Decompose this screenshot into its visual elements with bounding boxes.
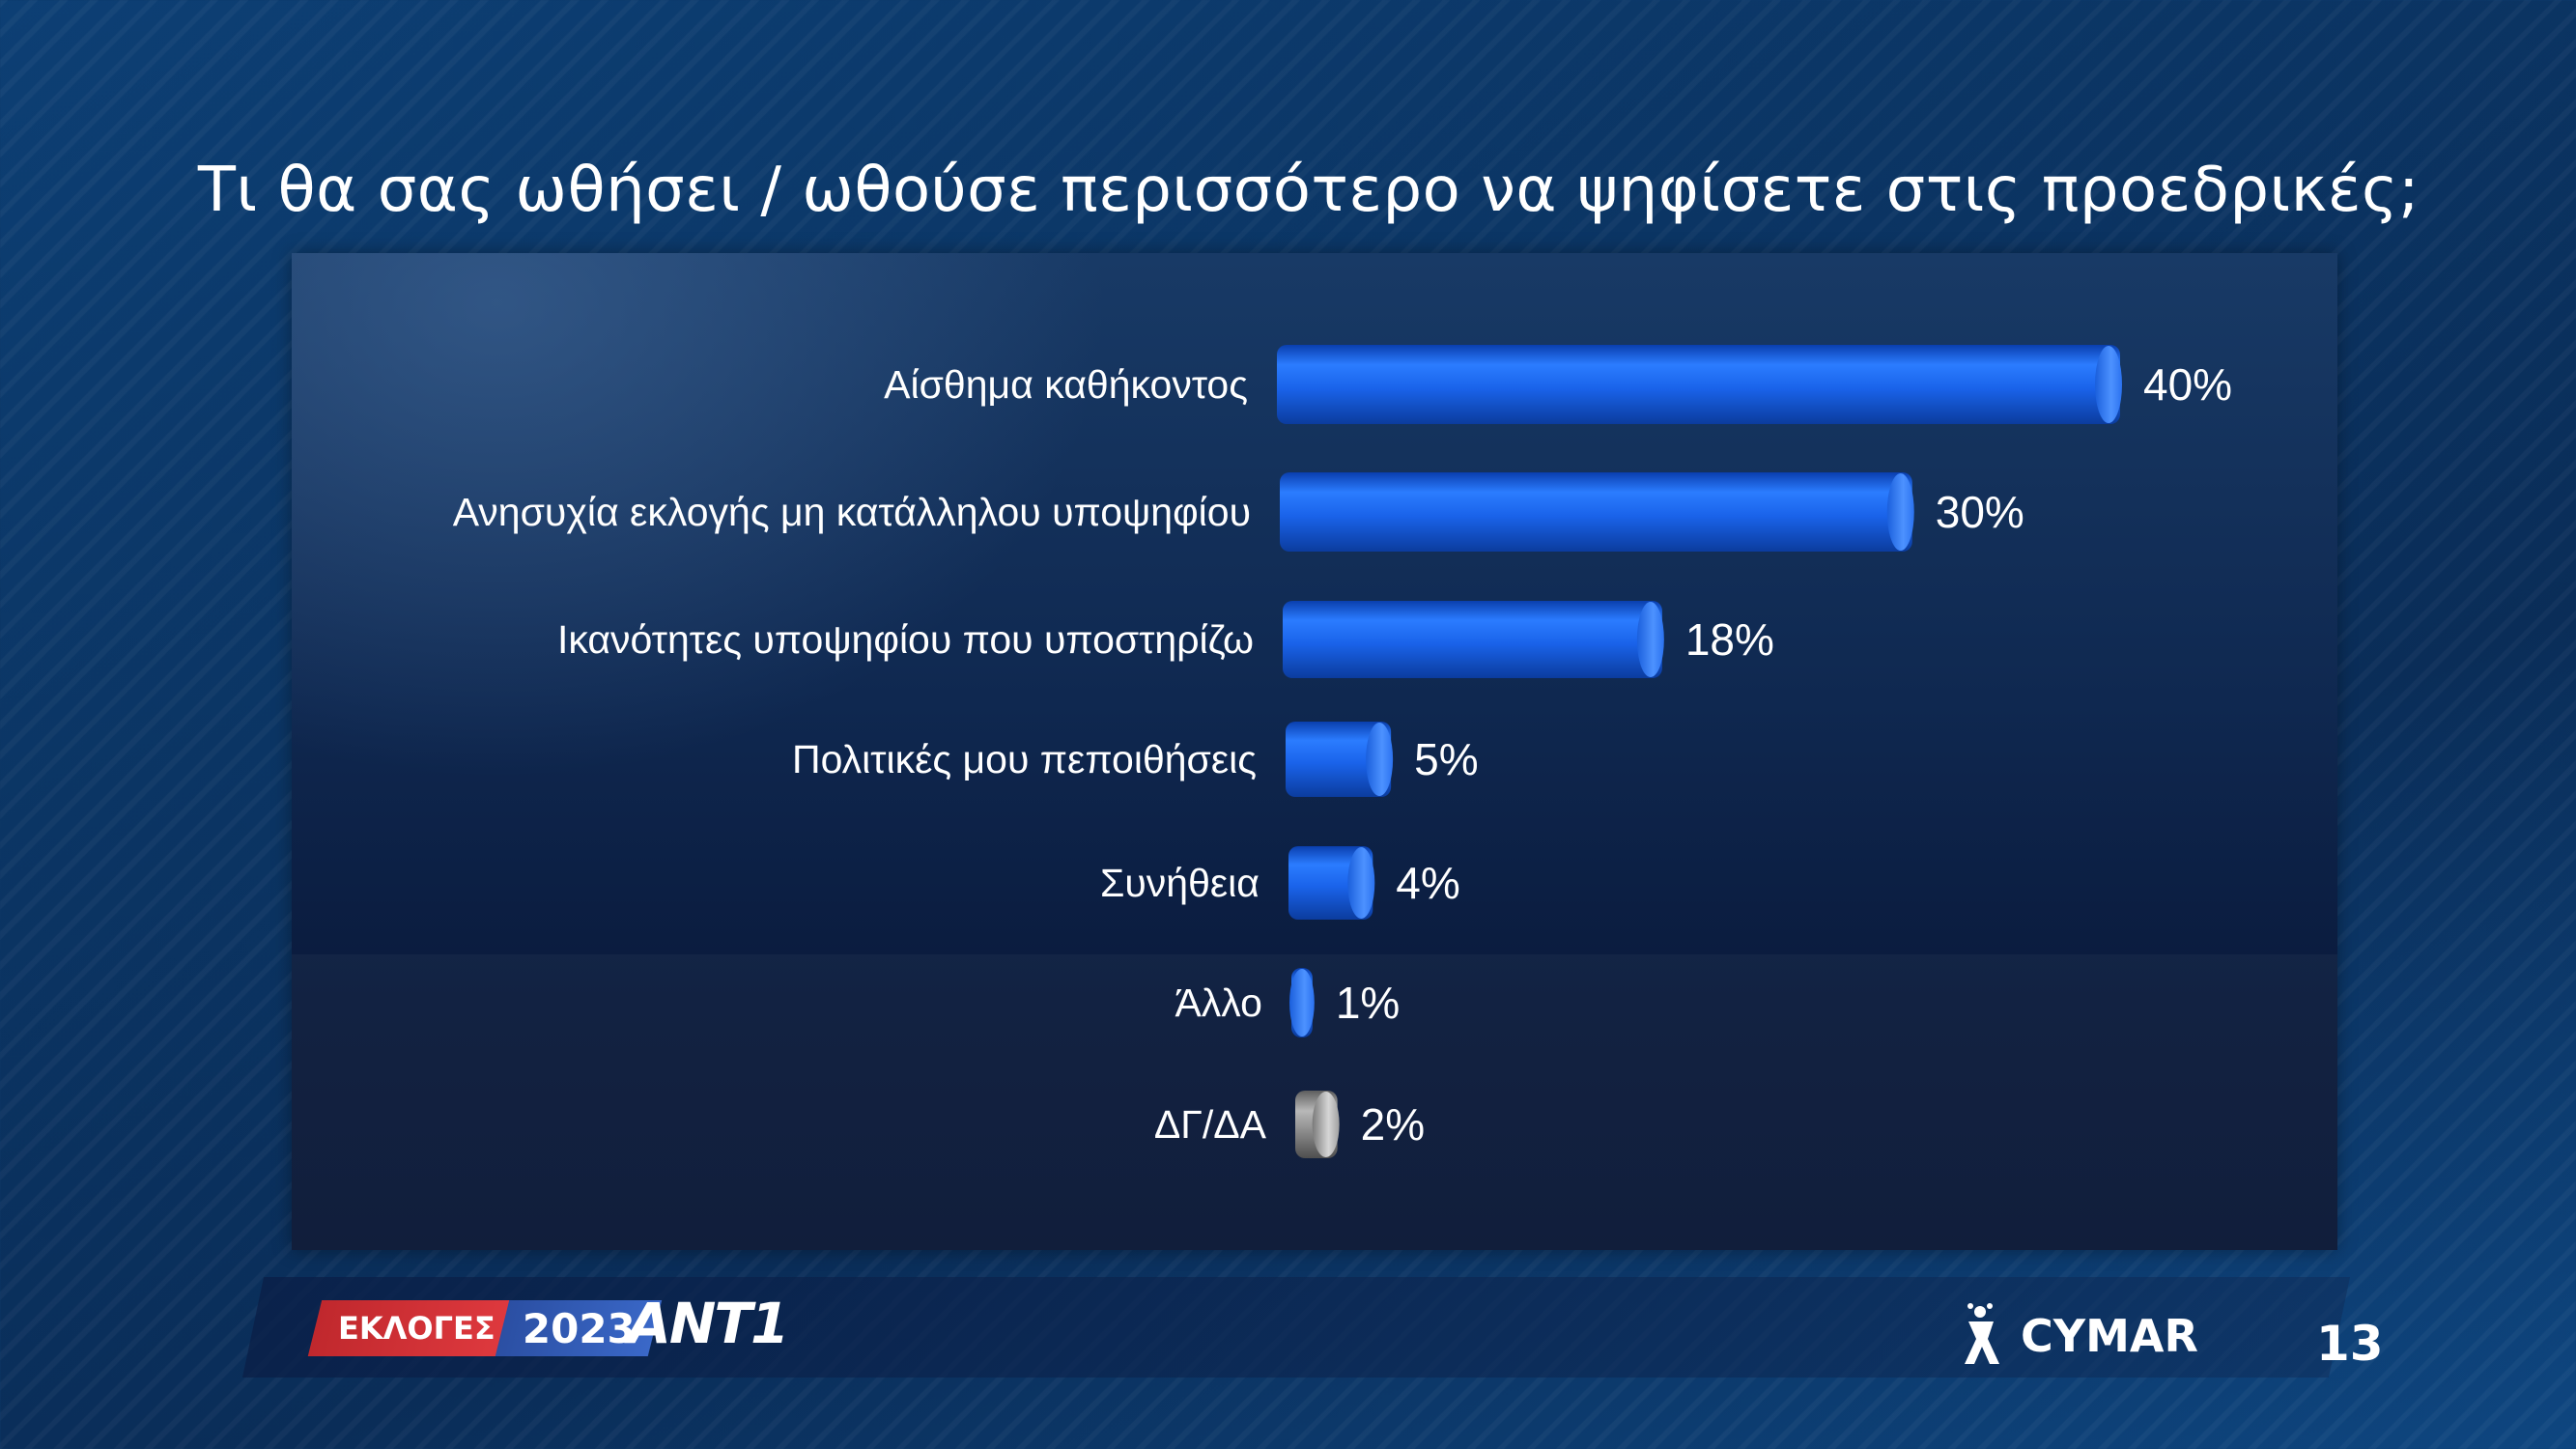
page-number: 13 [2316, 1316, 2384, 1372]
category-label-4: Πολιτικές μου πεποιθήσεις [792, 737, 1257, 781]
channel-logo: ANT1 [628, 1291, 789, 1356]
category-label-1: Αίσθημα καθήκοντος [884, 362, 1248, 407]
category-label-3: Ικανότητες υποψηφίου που υποστηρίζω [557, 617, 1254, 662]
category-label-5: Συνήθεια [1100, 861, 1260, 905]
bar-3 [1283, 601, 1662, 678]
bar-cap-1 [2095, 346, 2122, 423]
pollster-logo: CYMAR [1961, 1302, 2198, 1370]
bar-cap-4 [1366, 723, 1394, 796]
value-label-4: 5% [1414, 734, 1478, 784]
elections-badge: ΕΚΛΟΓΕΣ [307, 1300, 525, 1356]
value-label-7: 2% [1361, 1099, 1425, 1150]
bar-2 [1280, 472, 1912, 552]
cymar-figure-icon [1965, 1303, 1999, 1364]
bar-cap-7 [1312, 1092, 1340, 1157]
bar-cap-3 [1636, 602, 1664, 677]
category-label-2: Ανησυχία εκλογής μη κατάλληλου υποψηφίου [453, 490, 1251, 534]
value-label-5: 4% [1396, 858, 1459, 908]
category-label-6: Άλλο [1175, 980, 1262, 1025]
chart-title: Τι θα σας ωθήσει / ωθούσε περισσότερο να… [197, 155, 2420, 226]
value-label-1: 40% [2143, 359, 2232, 410]
bar-cap-6 [1289, 969, 1315, 1037]
bar-4 [1286, 722, 1392, 797]
pollster-name: CYMAR [2021, 1310, 2198, 1362]
bar-cap-5 [1347, 847, 1375, 919]
value-label-3: 18% [1685, 614, 1774, 665]
value-label-6: 1% [1336, 978, 1400, 1028]
bar-cap-2 [1886, 473, 1914, 551]
value-label-2: 30% [1936, 487, 2024, 537]
category-label-7: ΔΓ/ΔΑ [1154, 1102, 1267, 1147]
bar-1 [1277, 345, 2120, 424]
